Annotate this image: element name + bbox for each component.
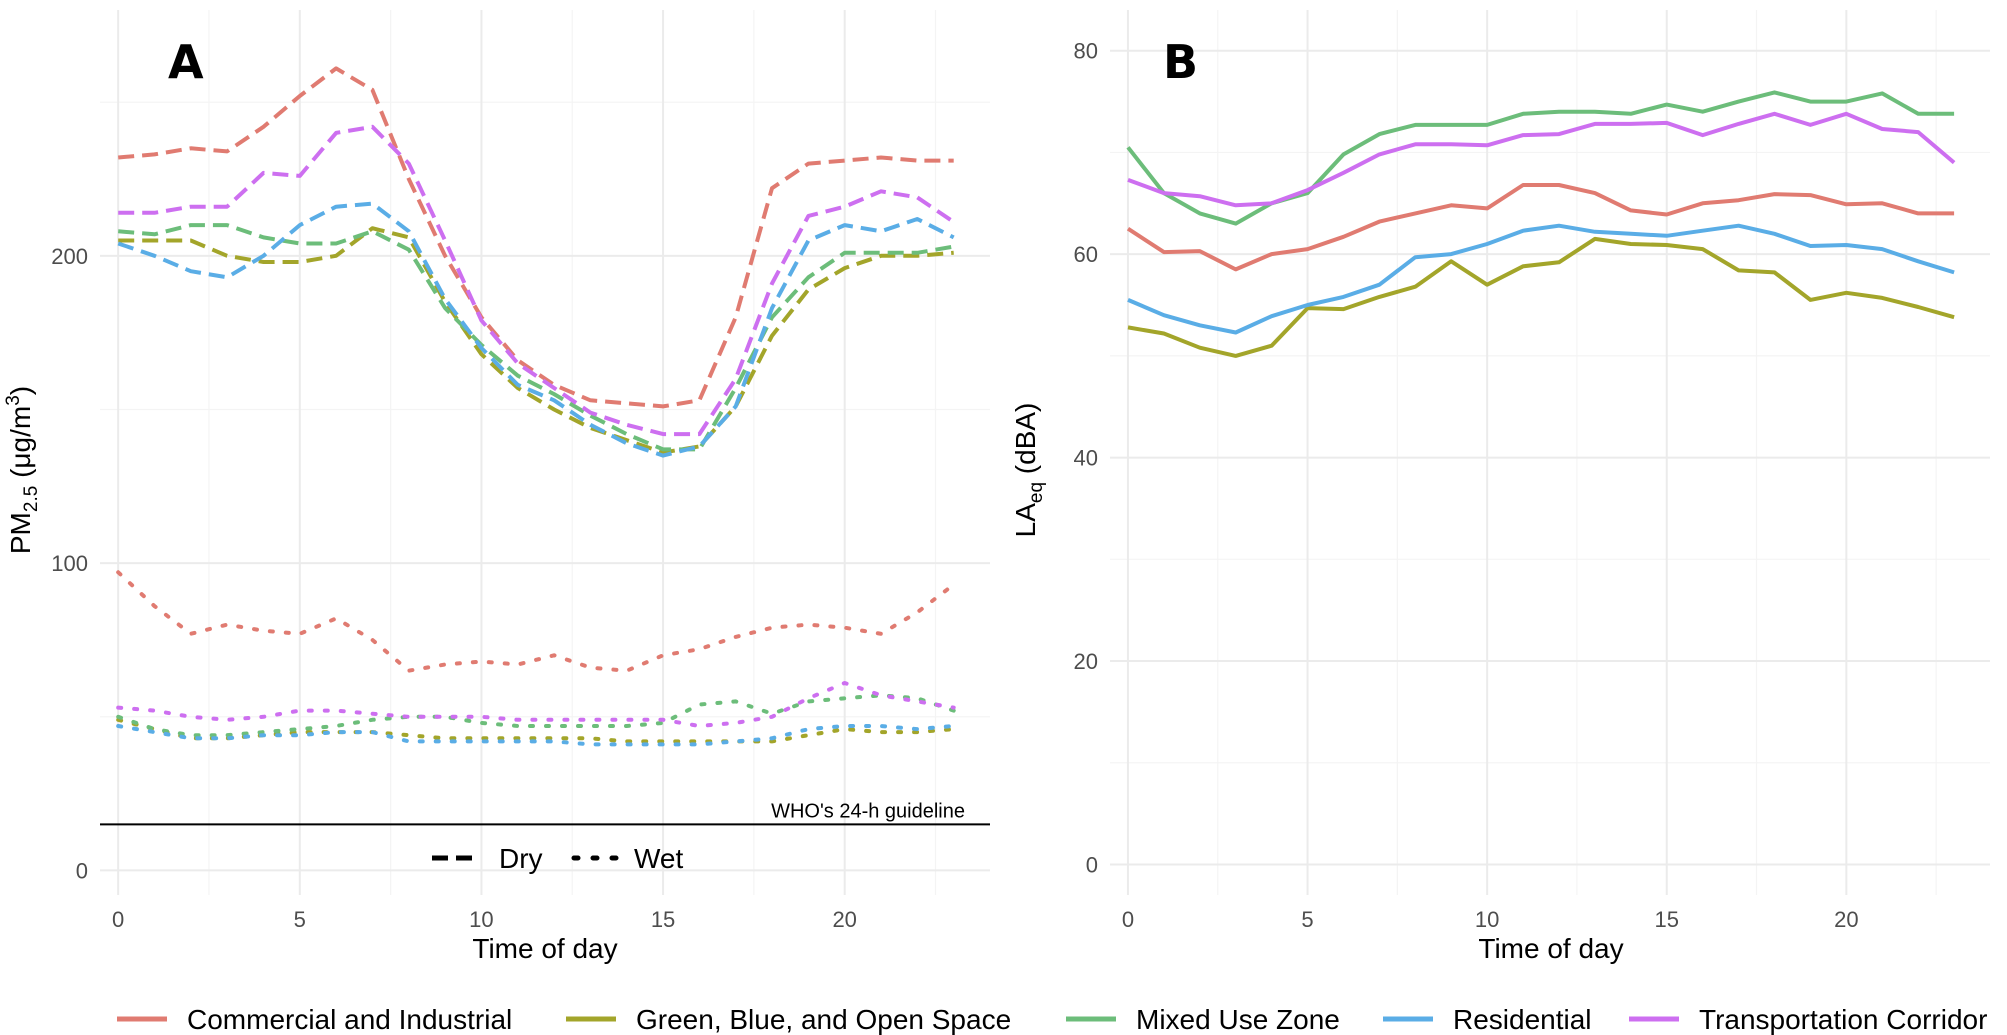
panel-b-y-axis-title: LAeq (dBA) xyxy=(1010,403,1047,538)
x-tick-label: 0 xyxy=(112,907,124,932)
panel-b-grid xyxy=(1110,10,1990,895)
panel-a-y-axis-title: PM2.5 (μg/m3) xyxy=(3,386,42,554)
x-tick-label: 15 xyxy=(1654,907,1678,932)
panel-b-x-axis-title: Time of day xyxy=(1478,933,1623,964)
legend-label-mixed-use: Mixed Use Zone xyxy=(1136,1004,1340,1035)
x-tick-label: 10 xyxy=(469,907,493,932)
series-line-green-blue-and-open-space-dry xyxy=(118,226,954,455)
panel-b-label: B xyxy=(1163,35,1198,89)
panel-a-label: A xyxy=(168,35,204,89)
x-tick-label: 20 xyxy=(832,907,856,932)
x-tick-label: 15 xyxy=(651,907,675,932)
y-tick-label: 40 xyxy=(1074,446,1098,471)
panel-a-x-axis-title: Time of day xyxy=(472,933,617,964)
series-line-green-blue-and-open-space xyxy=(1127,236,1955,358)
legend-label-green-space: Green, Blue, and Open Space xyxy=(636,1004,1011,1035)
panel-a-x-ticks: 0 5 10 15 20 xyxy=(112,907,857,932)
series-line-commercial-and-industrial-wet xyxy=(116,570,956,673)
x-tick-label: 0 xyxy=(1122,907,1134,932)
color-legend: Commercial and Industrial Green, Blue, a… xyxy=(117,1004,1987,1035)
series-line-commercial-and-industrial xyxy=(1126,183,1955,272)
y-tick-label: 80 xyxy=(1074,39,1098,64)
series-line-transportation-corridor-dry xyxy=(118,124,955,437)
series-line-mixed-use-zone xyxy=(1126,90,1955,226)
x-tick-label: 10 xyxy=(1475,907,1499,932)
series-line-residential-wet xyxy=(116,724,956,747)
panel-b-lines xyxy=(1126,90,1956,358)
panel-b-y-ticks: 0 20 40 60 80 xyxy=(1074,39,1098,878)
y-tick-label: 0 xyxy=(76,858,88,883)
legend-label-transportation: Transportation Corridor xyxy=(1699,1004,1987,1035)
series-line-transportation-corridor-wet xyxy=(116,681,956,728)
x-tick-label: 5 xyxy=(294,907,306,932)
linetype-wet-label: Wet xyxy=(634,843,683,874)
panel-b-x-ticks: 0 5 10 15 20 xyxy=(1122,907,1859,932)
x-tick-label: 20 xyxy=(1834,907,1858,932)
y-tick-label: 0 xyxy=(1086,852,1098,877)
y-tick-label: 60 xyxy=(1074,242,1098,267)
y-tick-label: 20 xyxy=(1074,649,1098,674)
series-line-mixed-use-zone-dry xyxy=(118,223,955,452)
series-line-residential xyxy=(1127,223,1955,335)
series-line-green-blue-and-open-space-wet xyxy=(116,717,956,744)
panel-a-grid xyxy=(100,10,990,895)
legend-label-residential: Residential xyxy=(1453,1004,1592,1035)
series-line-residential-dry xyxy=(117,201,955,458)
panel-a-y-ticks: 0 100 200 xyxy=(51,244,88,884)
x-tick-label: 5 xyxy=(1301,907,1313,932)
linetype-legend: Dry Wet xyxy=(432,843,683,874)
panel-a-lines xyxy=(116,66,956,747)
series-line-transportation-corridor xyxy=(1127,111,1956,208)
y-tick-label: 100 xyxy=(51,551,88,576)
series-line-commercial-and-industrial-dry xyxy=(118,66,954,409)
y-tick-label: 200 xyxy=(51,244,88,269)
series-line-mixed-use-zone-wet xyxy=(116,693,956,738)
who-guideline-label: WHO's 24-h guideline xyxy=(771,800,965,822)
linetype-dry-label: Dry xyxy=(499,843,543,874)
legend-label-commercial: Commercial and Industrial xyxy=(187,1004,512,1035)
panel-b: 0 5 10 15 20 0 20 40 60 80 B Time of day LAeq (d… xyxy=(1010,10,1990,964)
